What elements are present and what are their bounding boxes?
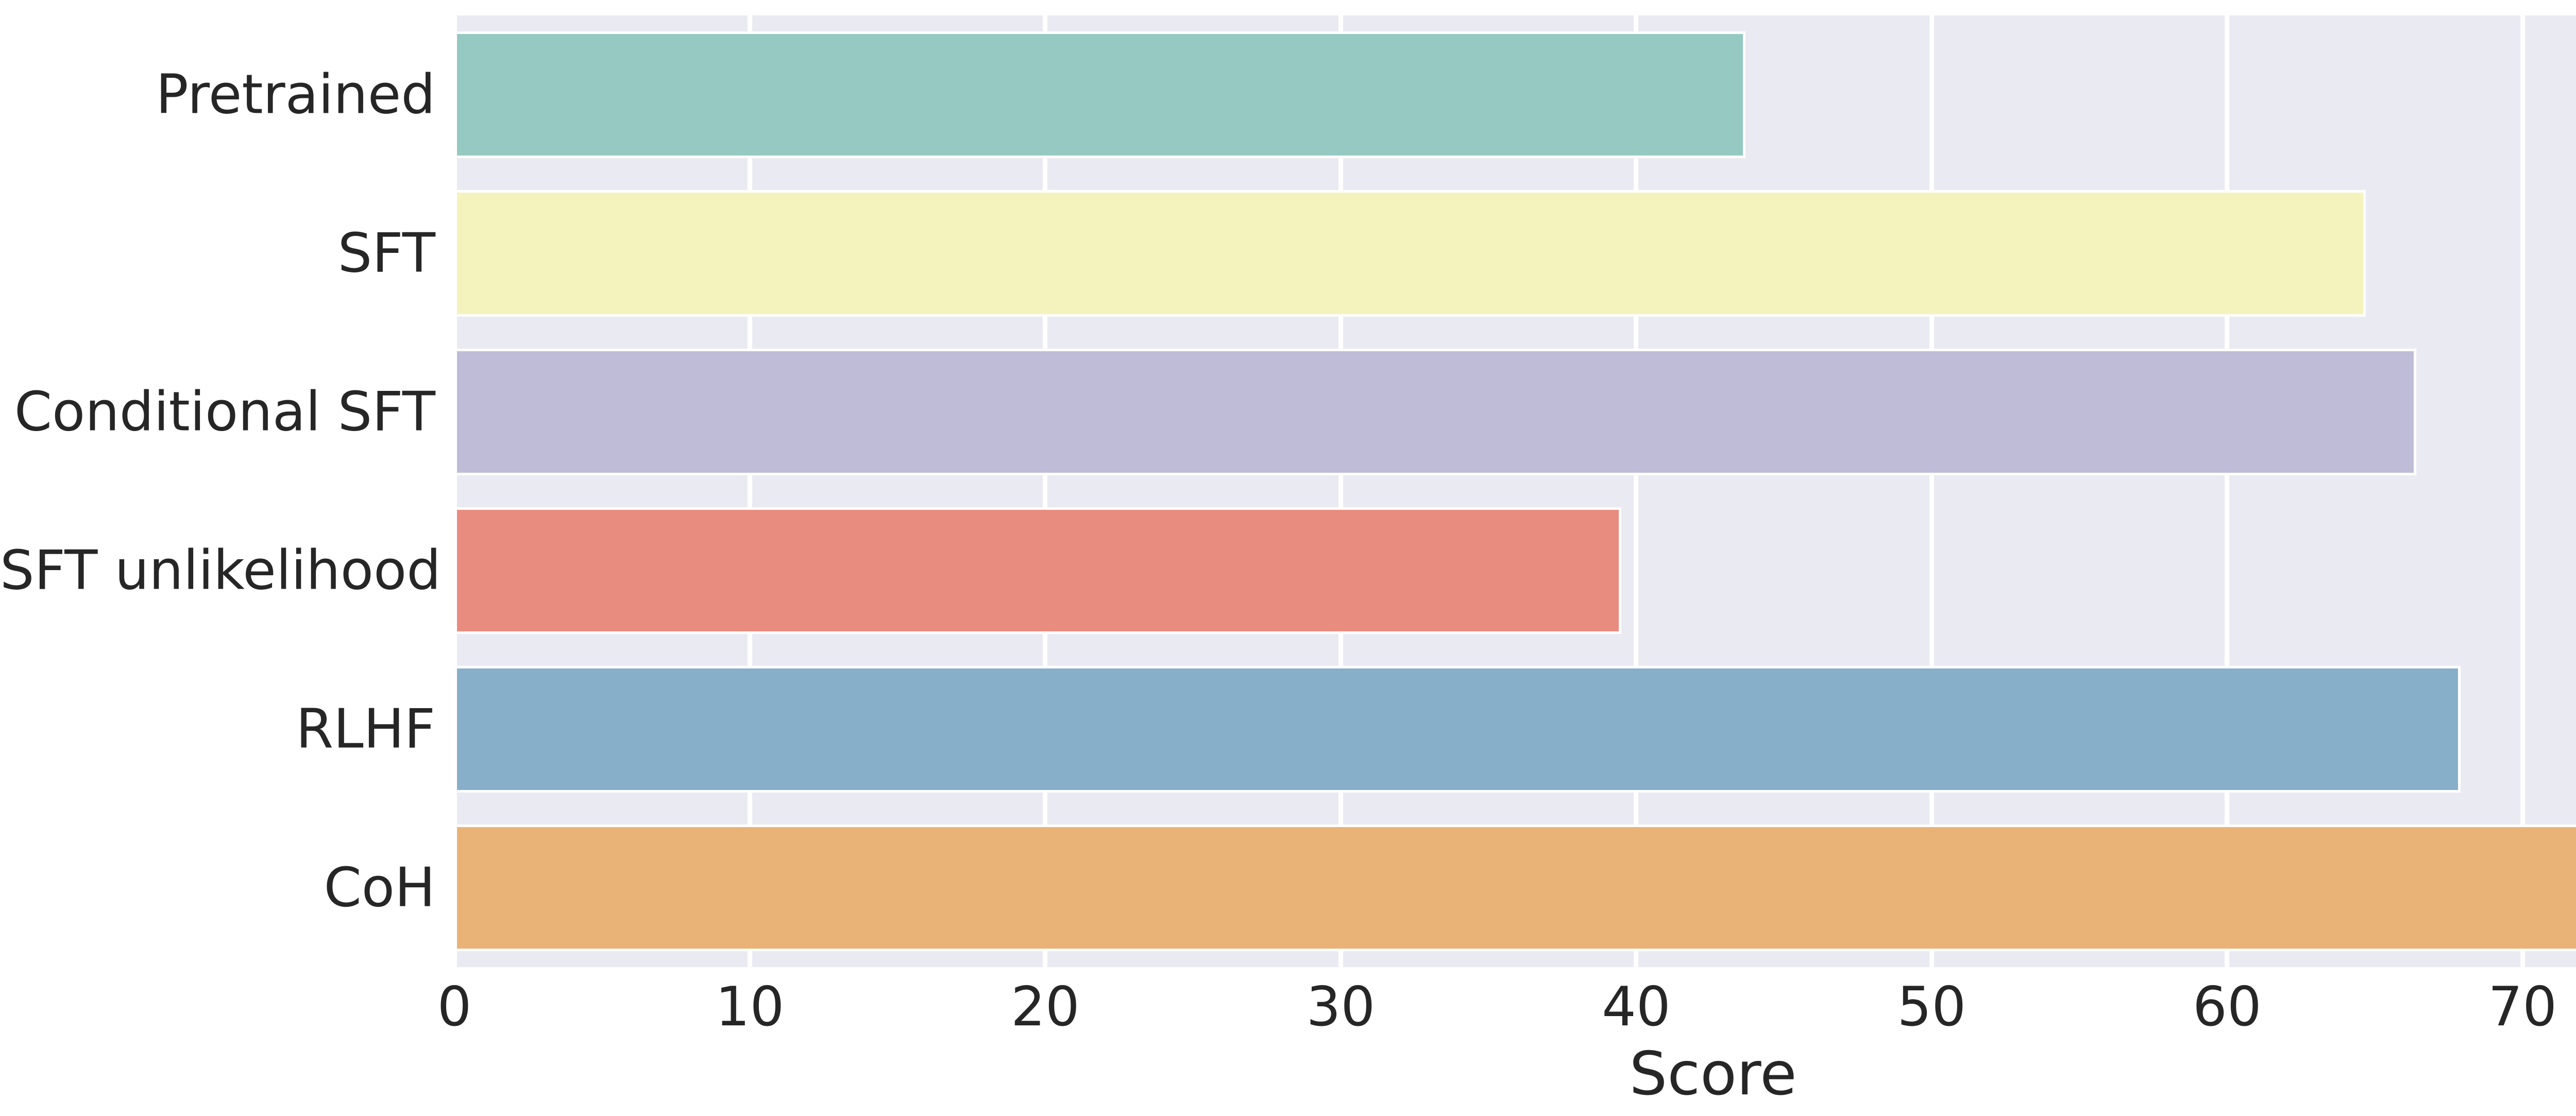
bar-coh <box>454 824 2576 952</box>
x-axis-title: Score <box>1629 1039 1797 1109</box>
bar-conditional-sft <box>454 348 2416 476</box>
gridline-x-50 <box>1929 15 1934 967</box>
x-tick-70: 70 <box>2488 975 2557 1038</box>
gridline-x-30 <box>1338 15 1343 967</box>
gridline-x-10 <box>747 15 752 967</box>
y-label-rlhf: RLHF <box>296 697 435 761</box>
gridline-x-60 <box>2225 15 2230 967</box>
x-tick-60: 60 <box>2193 975 2262 1038</box>
x-tick-40: 40 <box>1602 975 1671 1038</box>
gridline-x-0 <box>454 15 457 967</box>
plot-area <box>454 15 2576 967</box>
y-label-sft: SFT <box>337 221 435 285</box>
x-tick-0: 0 <box>437 975 472 1038</box>
bar-sft <box>454 190 2366 317</box>
y-label-coh: CoH <box>324 856 435 919</box>
gridline-x-20 <box>1043 15 1048 967</box>
x-tick-10: 10 <box>715 975 785 1038</box>
y-label-sft-unlikelihood: SFT unlikelihood <box>0 539 441 602</box>
bar-pretrained <box>454 31 1746 159</box>
y-label-pretrained: Pretrained <box>156 63 435 126</box>
bar-rlhf <box>454 665 2461 793</box>
bar-sft-unlikelihood <box>454 507 1622 634</box>
x-tick-50: 50 <box>1897 975 1967 1038</box>
x-tick-30: 30 <box>1306 975 1376 1038</box>
gridline-x-70 <box>2520 15 2525 967</box>
gridline-x-40 <box>1634 15 1639 967</box>
y-label-conditional-sft: Conditional SFT <box>14 380 435 443</box>
x-tick-20: 20 <box>1011 975 1080 1038</box>
